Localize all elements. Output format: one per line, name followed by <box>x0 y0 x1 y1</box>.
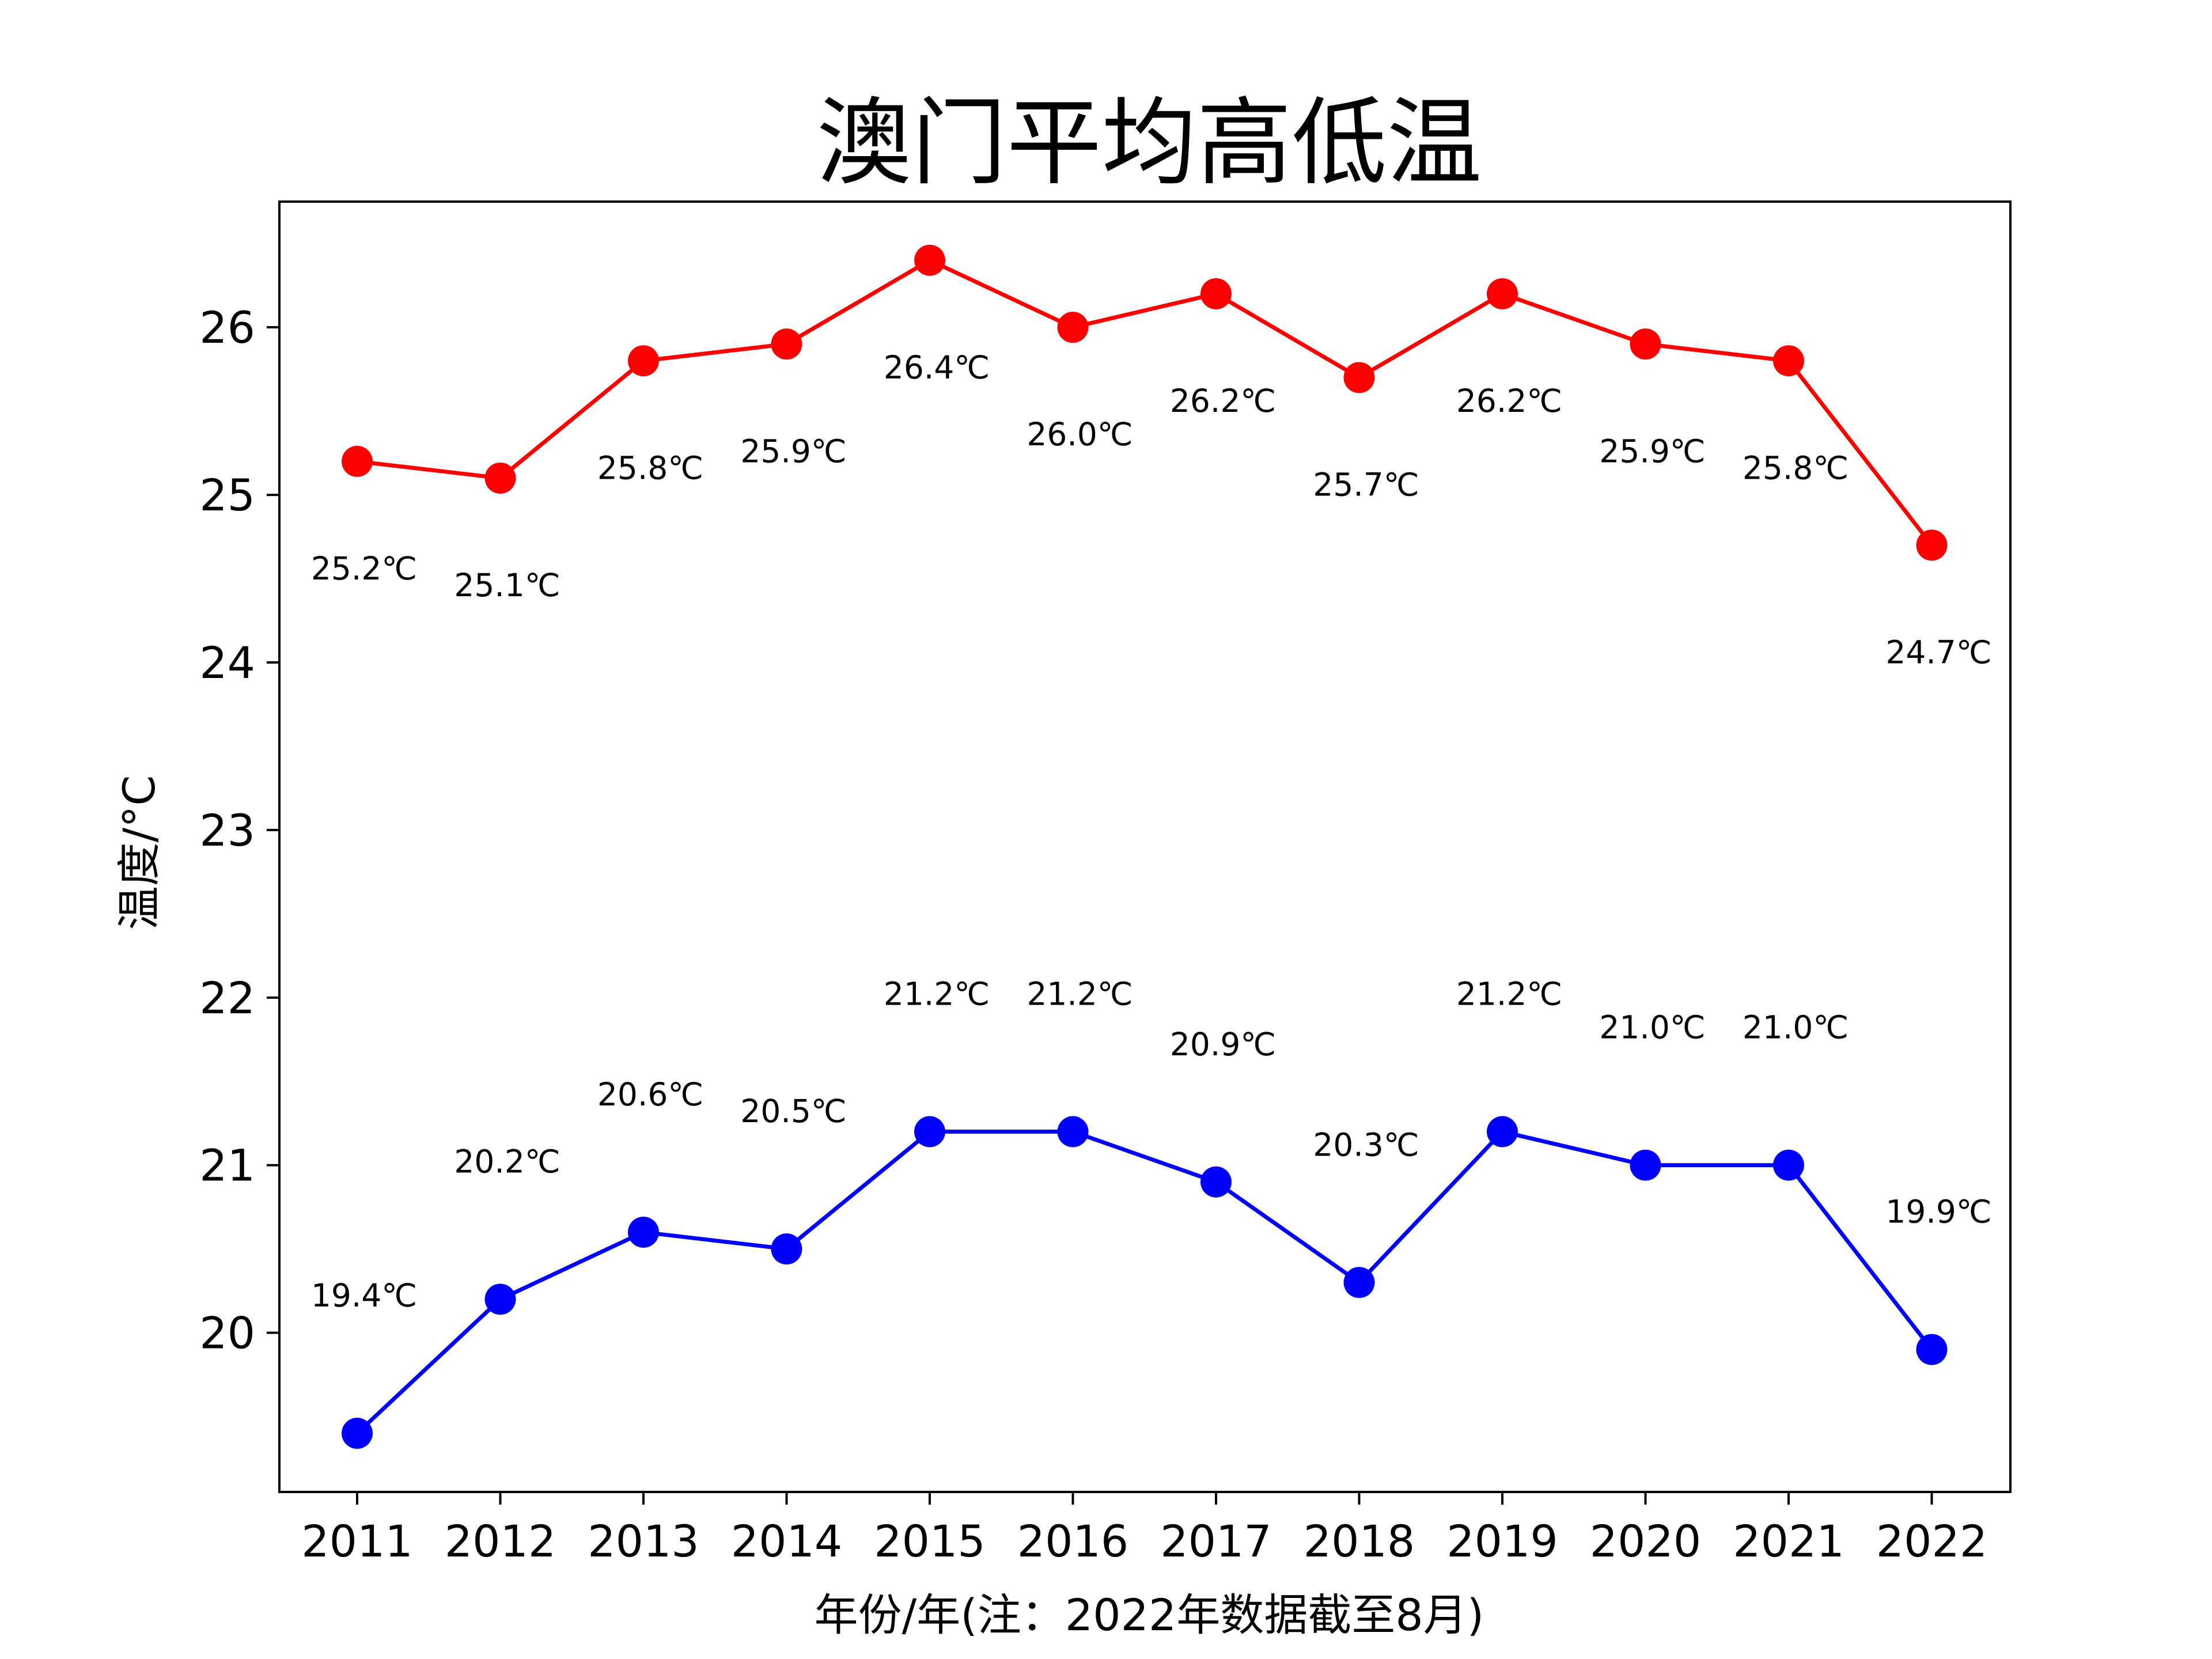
series-1-data-label: 19.4℃ <box>311 1277 417 1314</box>
series-0-data-label: 26.4℃ <box>884 349 990 386</box>
y-tick-label: 25 <box>199 469 255 521</box>
series-0-data-label: 25.8℃ <box>1743 449 1849 486</box>
series-0-data-label: 25.2℃ <box>311 550 417 587</box>
plot-area: 2011 2012 2013 2014 2015 2016 2017 2018 2019 2020… <box>199 200 2012 1567</box>
y-axis-label: 温度/°C <box>113 775 165 930</box>
series-1-point <box>1343 1267 1375 1298</box>
x-tick-label: 2018 <box>1304 1516 1415 1567</box>
series-0-data-label: 25.9℃ <box>1599 433 1705 469</box>
x-tick-label: 2012 <box>445 1516 556 1567</box>
x-tick-label: 2016 <box>1017 1516 1128 1567</box>
series-0-point <box>628 345 659 377</box>
series-0-point <box>1630 328 1661 360</box>
series-1-data-label: 20.2℃ <box>454 1143 560 1180</box>
y-tick-label: 26 <box>199 302 255 353</box>
series-1-point <box>484 1283 516 1315</box>
series-1-data-label: 20.3℃ <box>1313 1126 1419 1163</box>
series-0-point <box>1200 278 1232 309</box>
series-0-point <box>1916 529 1948 561</box>
series-1-data-label: 20.6℃ <box>597 1076 703 1113</box>
x-tick-label: 2022 <box>1876 1516 1987 1567</box>
series-0-point <box>1487 278 1518 309</box>
series-1-data-label: 21.0℃ <box>1743 1009 1849 1046</box>
series-0-data-label: 24.7℃ <box>1885 634 1991 671</box>
series-1-data-label: 21.0℃ <box>1599 1009 1705 1046</box>
series-0-data-label: 26.0℃ <box>1027 416 1132 453</box>
series-1-point <box>628 1217 659 1248</box>
series-0-data-label: 26.2℃ <box>1170 382 1276 419</box>
y-tick-label: 23 <box>199 805 255 856</box>
y-tick-label: 20 <box>199 1308 255 1359</box>
series-1-point <box>1916 1334 1948 1365</box>
series-1-point <box>1630 1149 1661 1181</box>
series-0-point <box>771 328 802 360</box>
series-0-line <box>357 258 1934 547</box>
series-1-point <box>1773 1149 1804 1181</box>
y-tick-label: 24 <box>199 637 255 688</box>
series-0-data-label: 25.1℃ <box>454 567 560 604</box>
series-1-point <box>1200 1166 1232 1198</box>
x-axis-label: 年份/年(注：2022年数据截至8月) <box>815 1589 1484 1641</box>
series-0-point <box>914 244 945 276</box>
series-1-data-label: 21.2℃ <box>884 976 990 1013</box>
x-tick-label: 2019 <box>1446 1516 1558 1567</box>
x-tick-label: 2014 <box>731 1516 842 1567</box>
series-1-point <box>914 1116 945 1147</box>
series-0-data-label: 26.2℃ <box>1456 382 1562 419</box>
series-0-point <box>484 463 516 494</box>
series-1-line <box>355 1130 1934 1435</box>
axes-frame <box>278 200 2012 1493</box>
x-tick-label: 2013 <box>588 1516 699 1567</box>
series-0-point <box>342 445 373 477</box>
series-0-data-label: 25.7℃ <box>1313 466 1419 503</box>
x-tick-label: 2020 <box>1590 1516 1701 1567</box>
x-tick-label: 2011 <box>301 1516 412 1567</box>
y-tick-label: 21 <box>199 1140 255 1191</box>
series-1-data-label: 21.2℃ <box>1027 976 1132 1013</box>
series-0-data-label: 25.9℃ <box>740 433 846 469</box>
x-tick-label: 2017 <box>1160 1516 1271 1567</box>
series-1-point <box>1057 1116 1089 1147</box>
series-0-point <box>1057 312 1089 343</box>
series-0-data-label: 25.8℃ <box>597 449 703 486</box>
x-tick-label: 2021 <box>1733 1516 1844 1567</box>
series-1-data-label: 21.2℃ <box>1456 976 1562 1013</box>
series-1-data-label: 20.5℃ <box>740 1093 846 1130</box>
chart-title: 澳门平均高低温 <box>817 88 1482 198</box>
series-1-data-label: 19.9℃ <box>1885 1194 1991 1230</box>
series-1-point <box>342 1418 373 1449</box>
series-0-point <box>1773 345 1804 377</box>
series-1-point <box>1487 1116 1518 1147</box>
x-tick-label: 2015 <box>874 1516 985 1567</box>
series-0-point <box>1343 362 1375 393</box>
y-tick-label: 22 <box>199 972 255 1024</box>
series-1-point <box>771 1233 802 1265</box>
series-1-data-label: 20.9℃ <box>1170 1026 1276 1063</box>
